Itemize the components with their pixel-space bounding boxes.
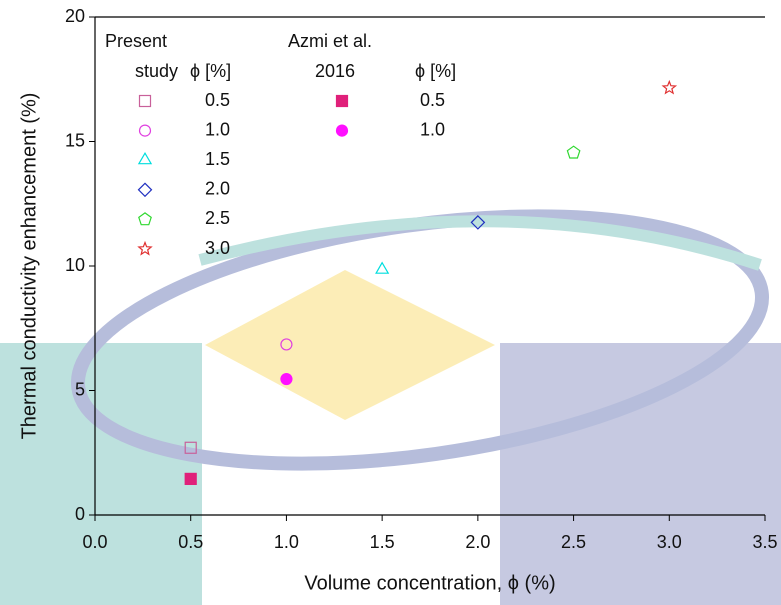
y-tick-label: 5 xyxy=(75,379,85,399)
watermark-block xyxy=(500,343,781,605)
legend-marker xyxy=(138,124,152,137)
watermark-block xyxy=(0,343,202,605)
marker xyxy=(280,372,293,386)
marker xyxy=(184,472,197,485)
legend-title: 2016 xyxy=(315,61,355,81)
legend-label: 1.0 xyxy=(205,119,230,139)
y-tick-label: 20 xyxy=(65,6,85,26)
legend-marker xyxy=(137,152,153,165)
x-tick-label: 0.5 xyxy=(178,532,203,552)
marker xyxy=(566,145,581,159)
legend-header: ϕ [%] xyxy=(190,61,231,81)
legend-label: 2.0 xyxy=(205,179,230,199)
x-tick-label: 2.5 xyxy=(561,532,586,552)
marker xyxy=(661,79,678,95)
legend-marker xyxy=(335,94,349,108)
marker xyxy=(184,441,197,454)
legend-label: 0.5 xyxy=(420,90,445,110)
watermark-arc xyxy=(198,215,762,271)
x-tick-label: 3.5 xyxy=(752,532,777,552)
x-axis-title: Volume concentration, ϕ (%) xyxy=(304,572,555,594)
watermark-diamond xyxy=(205,270,495,420)
legend-label: 1.5 xyxy=(205,149,230,169)
watermark xyxy=(0,209,781,605)
x-tick-label: 2.0 xyxy=(465,532,490,552)
y-axis-title: Thermal conductivity enhancement (%) xyxy=(18,93,40,440)
legend-marker xyxy=(137,240,153,256)
legend-title: study xyxy=(135,61,178,81)
x-tick-label: 1.0 xyxy=(274,532,299,552)
marker xyxy=(280,338,293,351)
marker xyxy=(375,261,390,274)
marker xyxy=(470,215,486,230)
legend-label: 0.5 xyxy=(205,90,230,110)
legend-title: Azmi et al. xyxy=(288,31,372,51)
y-tick-label: 10 xyxy=(65,255,85,275)
legend-label: 3.0 xyxy=(205,238,230,258)
legend-title: Present xyxy=(105,31,167,51)
x-tick-label: 3.0 xyxy=(657,532,682,552)
x-tick-label: 0.0 xyxy=(82,532,107,552)
y-tick-label: 0 xyxy=(75,504,85,524)
legend-marker xyxy=(138,94,152,108)
y-tick-label: 15 xyxy=(65,130,85,150)
legend-marker xyxy=(138,212,152,226)
legend-label: 2.5 xyxy=(205,208,230,228)
legend-header: ϕ [%] xyxy=(415,61,456,81)
legend-label: 1.0 xyxy=(420,119,445,139)
x-tick-label: 1.5 xyxy=(370,532,395,552)
legend-marker xyxy=(335,124,349,137)
legend-marker xyxy=(137,182,153,198)
